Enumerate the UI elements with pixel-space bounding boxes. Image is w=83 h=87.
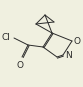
Text: N: N xyxy=(65,50,72,60)
Text: O: O xyxy=(17,61,23,70)
Text: O: O xyxy=(74,37,81,46)
Text: Cl: Cl xyxy=(1,33,10,43)
